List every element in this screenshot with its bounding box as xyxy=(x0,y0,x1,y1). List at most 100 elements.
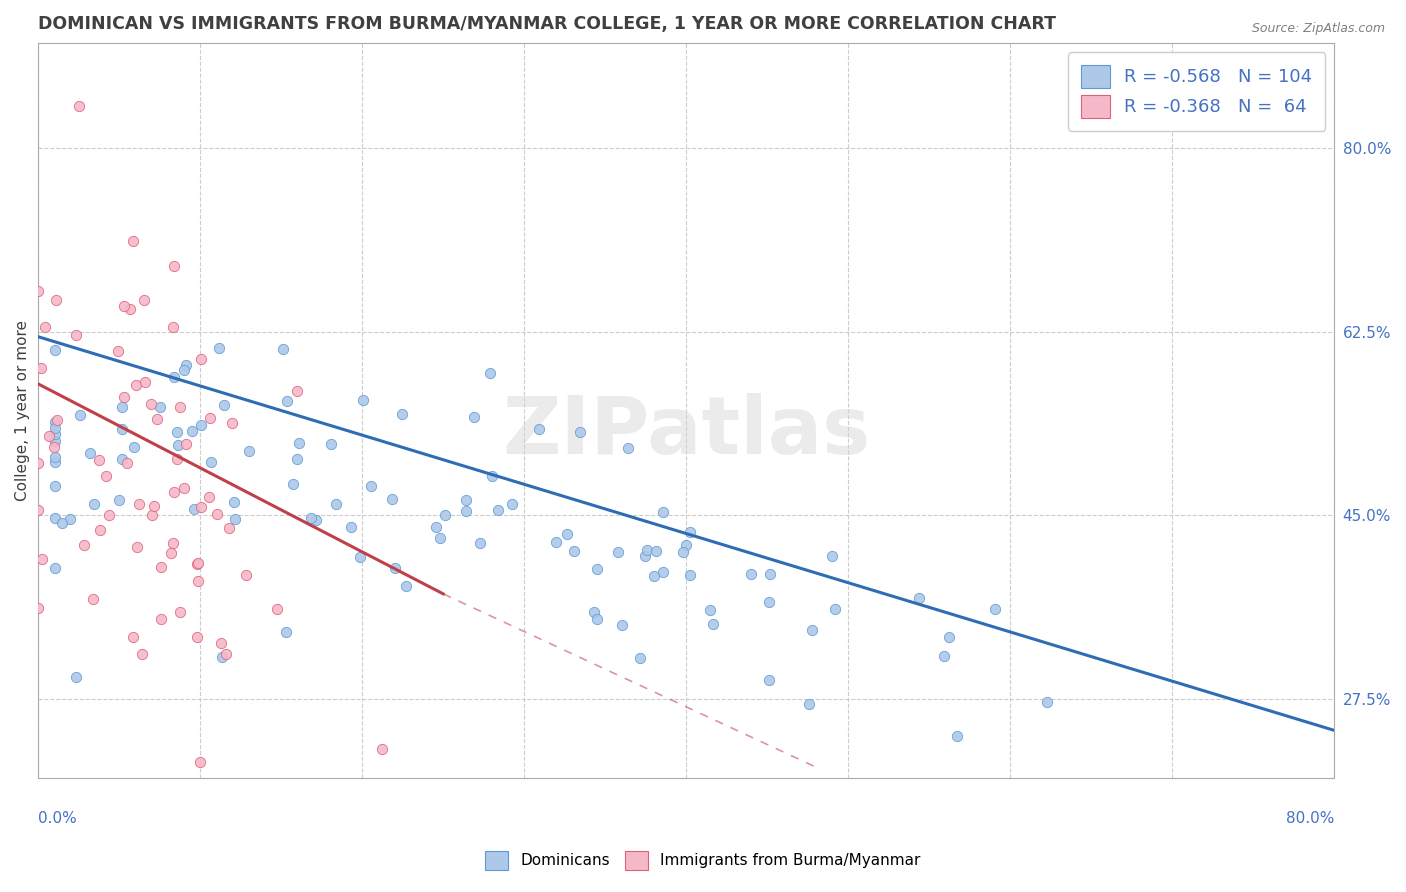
Point xyxy=(166,452,188,467)
Point xyxy=(174,358,197,372)
Point xyxy=(319,436,342,450)
Point xyxy=(34,319,56,334)
Point xyxy=(583,606,606,620)
Point xyxy=(44,455,66,469)
Point xyxy=(27,284,49,298)
Point xyxy=(391,407,413,421)
Point xyxy=(652,566,675,580)
Point xyxy=(188,755,211,769)
Point xyxy=(67,99,90,113)
Point xyxy=(568,425,591,439)
Point xyxy=(562,544,585,558)
Point xyxy=(65,328,87,343)
Point xyxy=(371,742,394,756)
Point xyxy=(96,469,118,483)
Point xyxy=(108,492,131,507)
Point xyxy=(544,534,567,549)
Point xyxy=(221,416,243,430)
Point xyxy=(395,579,418,593)
Point xyxy=(616,441,638,455)
Point xyxy=(181,424,204,438)
Point xyxy=(112,390,135,404)
Point xyxy=(824,602,846,616)
Point xyxy=(44,293,66,308)
Point xyxy=(285,384,308,398)
Point xyxy=(352,393,374,408)
Point xyxy=(42,440,65,454)
Point xyxy=(501,497,523,511)
Point xyxy=(173,482,195,496)
Point xyxy=(186,630,208,644)
Point xyxy=(932,648,955,663)
Point xyxy=(163,370,186,384)
Point xyxy=(360,478,382,492)
Point xyxy=(121,234,143,248)
Point xyxy=(122,440,145,454)
Point xyxy=(44,450,66,464)
Point xyxy=(27,456,49,470)
Point xyxy=(527,421,550,435)
Point xyxy=(285,451,308,466)
Point xyxy=(87,453,110,467)
Text: DOMINICAN VS IMMIGRANTS FROM BURMA/MYANMAR COLLEGE, 1 YEAR OR MORE CORRELATION C: DOMINICAN VS IMMIGRANTS FROM BURMA/MYANM… xyxy=(38,15,1056,33)
Point xyxy=(672,545,695,559)
Point xyxy=(44,434,66,448)
Point xyxy=(44,561,66,575)
Point xyxy=(425,520,447,534)
Point xyxy=(146,412,169,426)
Point xyxy=(218,521,240,535)
Point xyxy=(173,363,195,377)
Point xyxy=(586,612,609,626)
Point xyxy=(211,650,233,665)
Point xyxy=(224,512,246,526)
Point xyxy=(120,301,142,316)
Point xyxy=(628,650,651,665)
Point xyxy=(429,531,451,545)
Point xyxy=(283,476,305,491)
Point xyxy=(141,508,163,522)
Point xyxy=(454,504,477,518)
Point xyxy=(208,341,231,355)
Point xyxy=(463,410,485,425)
Point xyxy=(288,435,311,450)
Point xyxy=(44,511,66,525)
Point xyxy=(276,393,298,408)
Point xyxy=(46,413,69,427)
Point xyxy=(675,538,697,552)
Point xyxy=(984,602,1007,616)
Text: 0.0%: 0.0% xyxy=(38,811,77,826)
Point xyxy=(51,516,73,530)
Point xyxy=(112,299,135,313)
Point xyxy=(305,513,328,527)
Point xyxy=(612,618,634,632)
Point xyxy=(800,623,823,637)
Point xyxy=(454,493,477,508)
Point xyxy=(187,574,209,588)
Point xyxy=(121,631,143,645)
Point xyxy=(125,378,148,392)
Point xyxy=(699,603,721,617)
Point xyxy=(89,523,111,537)
Point xyxy=(381,492,404,507)
Point xyxy=(907,591,929,605)
Point xyxy=(740,566,762,581)
Point xyxy=(83,497,105,511)
Point xyxy=(758,673,780,687)
Point xyxy=(384,561,406,575)
Point xyxy=(162,536,184,550)
Point xyxy=(478,366,501,380)
Point xyxy=(149,400,172,414)
Point xyxy=(44,426,66,441)
Point xyxy=(162,320,184,334)
Point xyxy=(235,568,257,582)
Point xyxy=(141,397,163,411)
Point xyxy=(643,568,665,582)
Point xyxy=(205,508,228,522)
Point xyxy=(945,729,967,743)
Point xyxy=(44,421,66,435)
Point xyxy=(69,408,91,422)
Point xyxy=(758,595,780,609)
Point xyxy=(636,543,658,558)
Point xyxy=(274,625,297,640)
Point xyxy=(169,605,191,619)
